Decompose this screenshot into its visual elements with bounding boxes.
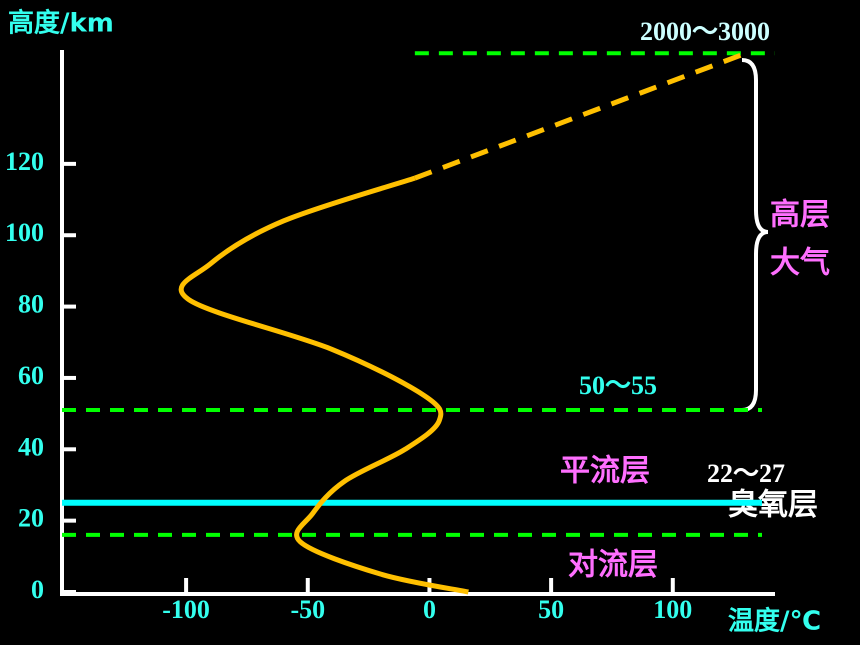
layer-label: 高层 [770, 198, 830, 233]
x-tick-label: -100 [162, 595, 210, 624]
brace [741, 58, 769, 412]
layer-label: 大气 [770, 246, 830, 281]
reference-label: 22～27 [707, 459, 785, 488]
layer-label: 对流层 [568, 548, 658, 583]
x-tick-label: 0 [423, 595, 436, 624]
y-tick-label: 0 [31, 575, 44, 604]
temperature-line [178, 175, 469, 595]
temperature-line [413, 50, 747, 181]
y-tick-label: 120 [5, 147, 44, 176]
y-tick-label: 60 [18, 361, 44, 390]
x-tick-label: 100 [653, 595, 692, 624]
x-axis-label: 温度/℃ [728, 606, 821, 637]
x-tick-label: -50 [290, 595, 325, 624]
x-tick-label: 50 [538, 595, 564, 624]
layer-label: 平流层 [560, 454, 650, 489]
y-tick-label: 40 [18, 432, 44, 461]
y-tick-label: 100 [5, 218, 44, 247]
reference-label: 50～55 [579, 371, 657, 400]
y-tick-label: 20 [18, 504, 44, 533]
reference-label: 2000～3000 [640, 17, 770, 46]
y-tick-label: 80 [18, 290, 44, 319]
y-axis-label: 高度/km [8, 8, 114, 39]
